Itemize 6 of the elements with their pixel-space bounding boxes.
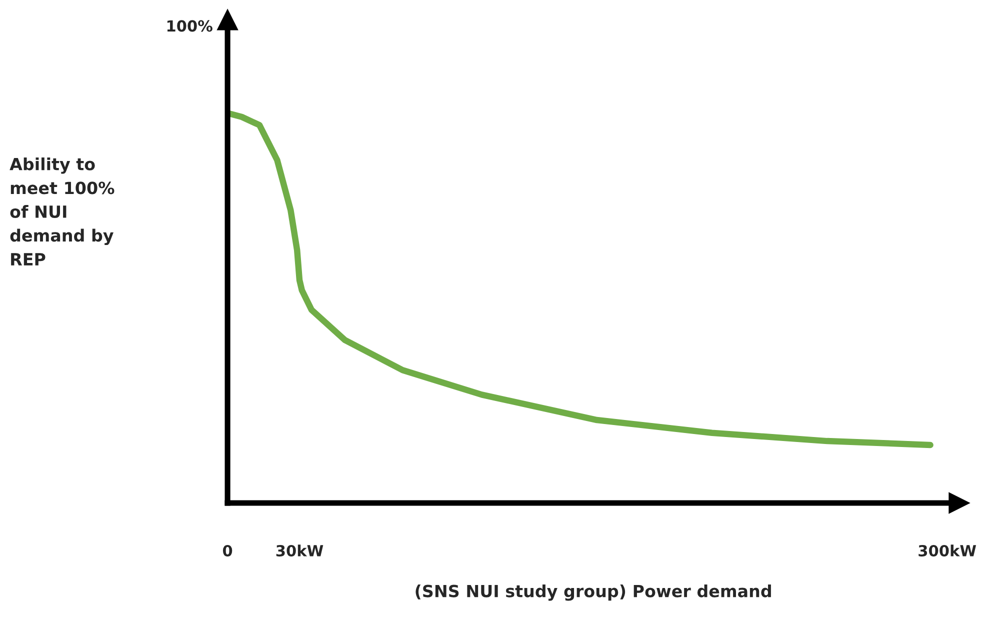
- x-tick-label: 300kW: [918, 544, 976, 557]
- x-tick-label: 30kW: [276, 544, 324, 557]
- x-tick-label: 0: [222, 544, 232, 557]
- text: 100%: [167, 20, 212, 32]
- x-axis-title: (SNS NUI study group) Power demand: [416, 584, 771, 601]
- text: Ability to meet 100% of NUI demand by REP: [10, 157, 114, 266]
